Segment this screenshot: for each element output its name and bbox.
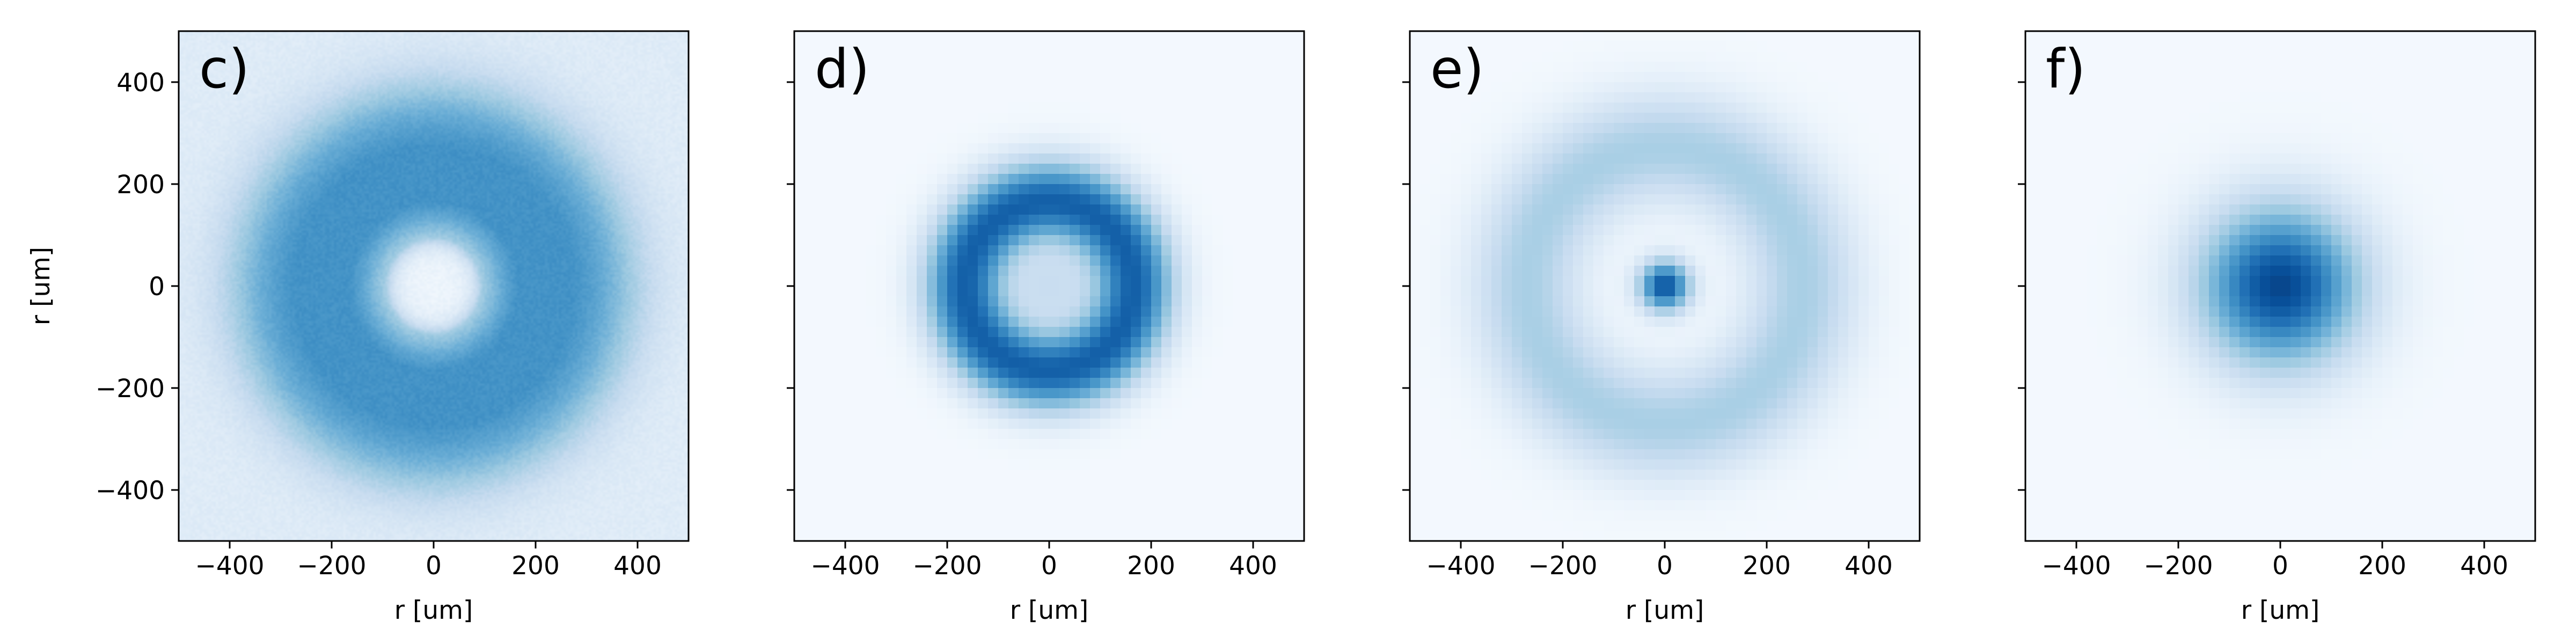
y-axis-label: r [um] xyxy=(26,247,56,326)
x-tick-label: −200 xyxy=(2143,551,2213,581)
x-tick-label: −400 xyxy=(810,551,880,581)
panel-label: d) xyxy=(815,38,870,100)
x-tick-label: 0 xyxy=(1657,551,1673,581)
panel-label: c) xyxy=(199,38,250,100)
y-tick-label: −400 xyxy=(96,476,165,506)
heatmap-image xyxy=(2025,31,2535,541)
x-axis-label: r [um] xyxy=(2241,596,2320,625)
x-tick-label: −200 xyxy=(912,551,982,581)
heatmap-image xyxy=(179,31,689,541)
x-tick-label: 400 xyxy=(2460,551,2508,581)
x-tick-label: −200 xyxy=(297,551,366,581)
x-axis-label: r [um] xyxy=(394,596,473,625)
x-tick-label: −400 xyxy=(2041,551,2111,581)
x-tick-label: 200 xyxy=(511,551,560,581)
heatmap-image xyxy=(1410,31,1920,541)
panel-label: f) xyxy=(2046,38,2085,100)
x-tick-label: 0 xyxy=(2272,551,2288,581)
x-tick-label: 400 xyxy=(1845,551,1893,581)
x-tick-label: 0 xyxy=(1041,551,1057,581)
y-tick-label: −200 xyxy=(96,374,165,404)
panel-label: e) xyxy=(1430,38,1484,100)
panel-e: −400 −200 0 200 400 r [um] e) xyxy=(1402,30,1921,625)
x-axis-label: r [um] xyxy=(1010,596,1089,625)
x-tick-label: 200 xyxy=(1743,551,1791,581)
heatmap-image xyxy=(794,31,1304,541)
x-tick-label: −400 xyxy=(1426,551,1495,581)
panel-f: −400 −200 0 200 400 r [um] f) xyxy=(2018,30,2536,625)
panel-d: −400 −200 0 200 400 r [um] d) xyxy=(787,30,1305,625)
x-axis-label: r [um] xyxy=(1626,596,1704,625)
x-tick-label: 400 xyxy=(1229,551,1277,581)
x-tick-label: −400 xyxy=(195,551,264,581)
y-tick-label: 0 xyxy=(149,272,165,302)
y-tick-label: 200 xyxy=(116,170,165,200)
x-tick-label: 200 xyxy=(1127,551,1175,581)
x-tick-label: 200 xyxy=(2358,551,2406,581)
x-tick-label: 0 xyxy=(426,551,442,581)
x-tick-label: 400 xyxy=(613,551,662,581)
y-tick-label: 400 xyxy=(116,68,165,98)
x-tick-label: −200 xyxy=(1528,551,1597,581)
panel-c: −400 −200 0 200 400 −400 −200 0 200 400 r [um] r [u… xyxy=(26,30,690,625)
